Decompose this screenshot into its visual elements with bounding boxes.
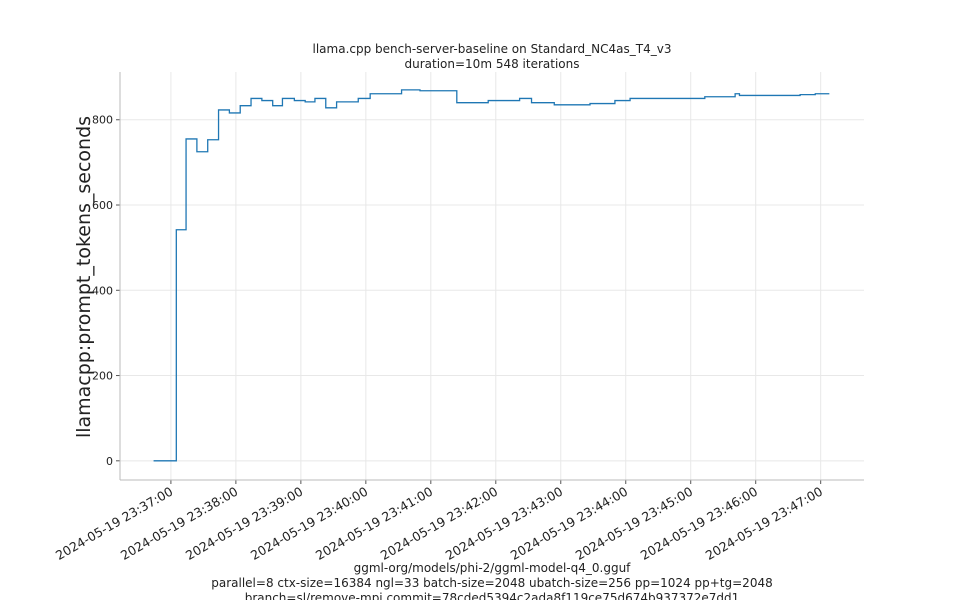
- line: [153, 89, 830, 462]
- y-tick-label: 0: [106, 455, 113, 468]
- x-axis-label: ggml-org/models/phi-2/ggml-model-q4_0.gg…: [354, 561, 632, 575]
- x-tick-label: 2024-05-19 23:47:00: [703, 484, 826, 563]
- x-tick-label: 2024-05-19 23:39:00: [183, 484, 306, 563]
- x-tick-label: 2024-05-19 23:37:00: [53, 484, 176, 563]
- y-tick-label: 600: [92, 199, 113, 212]
- x-tick-label: 2024-05-19 23:41:00: [313, 484, 436, 563]
- x-tick-label: 2024-05-19 23:44:00: [508, 484, 631, 563]
- x-tick-label: 2024-05-19 23:40:00: [248, 484, 371, 563]
- x-tick-label: 2024-05-19 23:46:00: [638, 484, 761, 563]
- chart-subtitle: duration=10m 548 iterations: [405, 57, 580, 71]
- chart-title: llama.cpp bench-server-baseline on Stand…: [313, 42, 672, 56]
- x-tick-label: 2024-05-19 23:43:00: [443, 484, 566, 563]
- y-axis-label: llamacpp:prompt_tokens_seconds: [73, 116, 95, 438]
- x-tick-label: 2024-05-19 23:38:00: [118, 484, 241, 563]
- x-tick-label: 2024-05-19 23:42:00: [378, 484, 501, 563]
- y-tick-label: 200: [92, 370, 113, 383]
- x-axis-label: branch=sl/remove-mpi commit=78cded5394c2…: [245, 591, 740, 600]
- y-tick-label: 400: [92, 284, 113, 297]
- y-tick-label: 800: [92, 114, 113, 127]
- x-tick-label: 2024-05-19 23:45:00: [573, 484, 696, 563]
- grid: [120, 72, 864, 480]
- x-axis-label: parallel=8 ctx-size=16384 ngl=33 batch-s…: [211, 576, 772, 590]
